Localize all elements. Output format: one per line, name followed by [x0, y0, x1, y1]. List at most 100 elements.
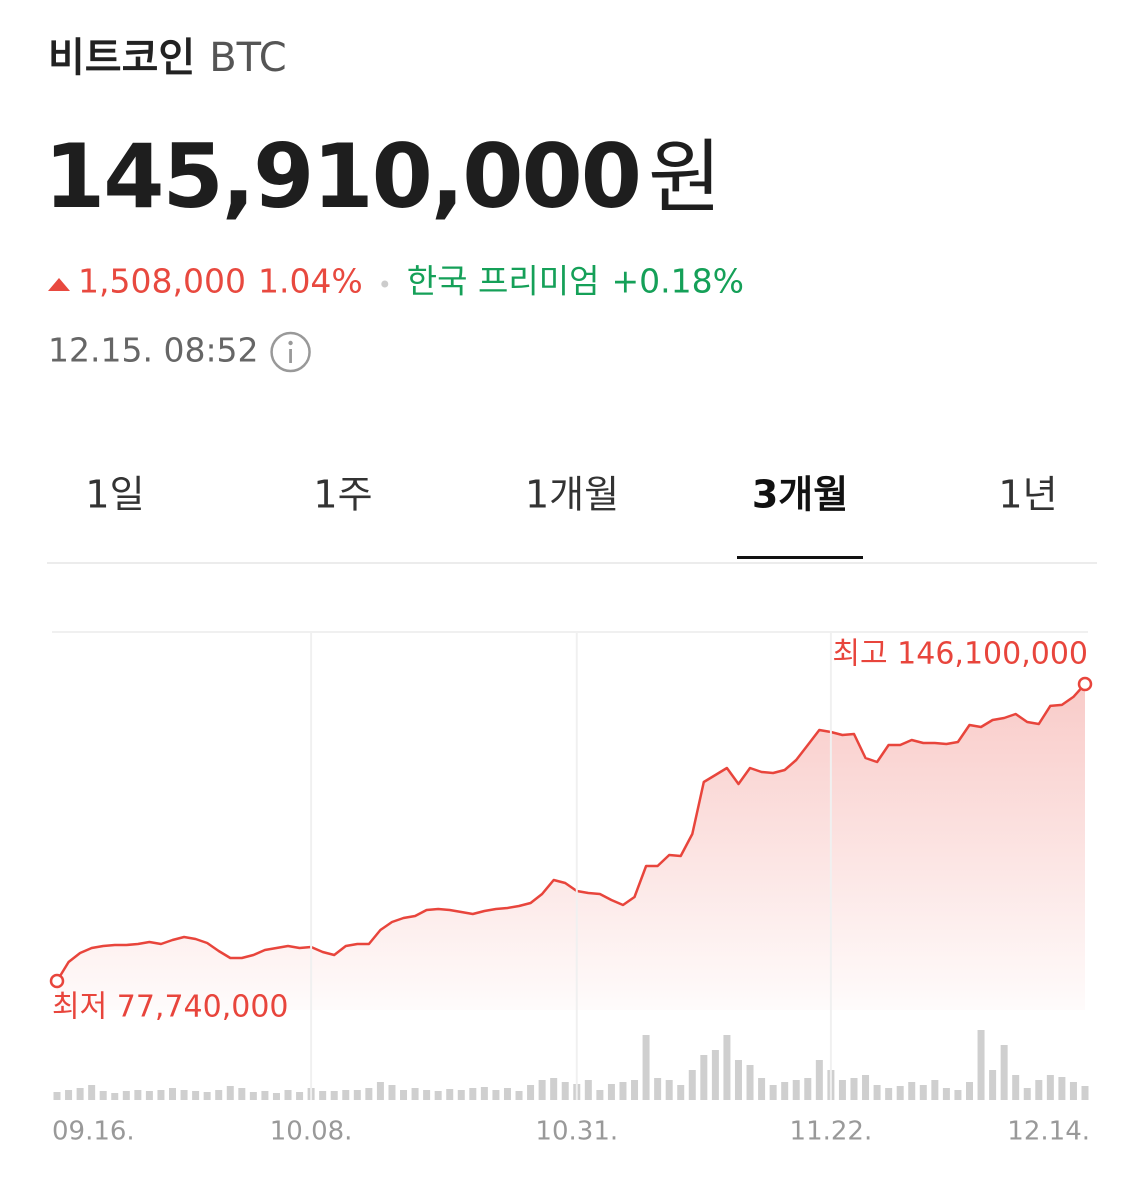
period-tab[interactable]: 1주	[313, 473, 372, 517]
volume-bar	[145, 1091, 153, 1100]
price-unit: 원	[648, 131, 722, 224]
chart: 최고 146,100,000 최저 77,740,000 09.16. 10.08. 1…	[49, 632, 1093, 1147]
volume-bar	[76, 1088, 84, 1100]
volume-bar	[965, 1082, 973, 1100]
volume-bar	[238, 1088, 246, 1100]
volume-bar	[330, 1091, 338, 1100]
volume-bar	[942, 1088, 950, 1100]
premium-label: 한국 프리미엄	[407, 262, 600, 301]
volume-bar	[642, 1035, 650, 1100]
volume-bar	[700, 1055, 708, 1100]
period-tab[interactable]: 1년	[998, 473, 1057, 517]
volume-bar	[65, 1090, 73, 1100]
low-annotation: 최저 77,740,000	[52, 990, 289, 1025]
price: 145,910,000	[44, 125, 640, 228]
volume-bar	[515, 1091, 523, 1100]
volume-bar	[342, 1090, 350, 1100]
volume-bar	[584, 1080, 592, 1100]
volume-bar	[249, 1092, 257, 1100]
volume-bar	[885, 1088, 893, 1100]
premium-value: +0.18%	[611, 262, 743, 301]
volume-bar	[1000, 1045, 1008, 1100]
timestamp: 12.15. 08:52	[48, 331, 259, 370]
up-arrow	[48, 278, 70, 291]
volume-bar	[1069, 1082, 1077, 1100]
volume-bar	[296, 1092, 304, 1100]
volume-bar	[480, 1087, 488, 1100]
volume-bar	[734, 1060, 742, 1100]
volume-bar	[792, 1080, 800, 1100]
volume-bar	[781, 1082, 789, 1100]
volume-bar	[423, 1090, 431, 1100]
volume-bar	[654, 1078, 662, 1100]
info-icon[interactable]	[270, 331, 311, 373]
volume-bar	[931, 1080, 939, 1100]
volume-bar	[180, 1090, 188, 1100]
volume-bar	[111, 1093, 119, 1100]
volume-bar	[88, 1085, 96, 1100]
volume-bar	[561, 1082, 569, 1100]
volume-bar	[388, 1085, 396, 1100]
volume-bar	[284, 1090, 292, 1100]
change-percent: 1.04%	[258, 262, 363, 301]
volume-bar	[157, 1090, 165, 1100]
volume-bar	[596, 1090, 604, 1100]
volume-bar	[1058, 1077, 1066, 1100]
x-tick-label: 09.16.	[52, 1117, 135, 1147]
high-marker	[1077, 676, 1093, 692]
x-tick-label: 10.31.	[535, 1117, 618, 1147]
volume-bar	[122, 1091, 130, 1100]
period-tab[interactable]: 3개월	[752, 473, 848, 517]
volume-bar	[215, 1090, 223, 1100]
period-tabs: 1일 1주 1개월 3개월 1년	[85, 473, 1058, 559]
period-tab[interactable]: 1일	[85, 473, 144, 517]
volume-bar	[492, 1090, 500, 1100]
volume-bar	[376, 1082, 384, 1100]
active-tab-underline	[737, 556, 863, 559]
volume-bar	[550, 1078, 558, 1100]
volume-bar	[862, 1075, 870, 1100]
volume-bar	[1012, 1075, 1020, 1100]
volume-bar	[457, 1090, 465, 1100]
volume-bar	[607, 1084, 615, 1100]
volume-bar	[977, 1030, 985, 1100]
x-tick-label: 11.22.	[790, 1117, 873, 1147]
volume-bar	[538, 1080, 546, 1100]
volume-bar	[503, 1088, 511, 1100]
volume-bar	[226, 1086, 234, 1100]
volume-bar	[1023, 1088, 1031, 1100]
volume-bar	[769, 1085, 777, 1100]
volume-bar	[989, 1070, 997, 1100]
coin-ticker: BTC	[209, 35, 286, 81]
volume-bar	[688, 1070, 696, 1100]
volume-bar	[365, 1088, 373, 1100]
volume-bar	[434, 1091, 442, 1100]
volume-bar	[411, 1088, 419, 1100]
volume-bar	[169, 1088, 177, 1100]
low-marker	[49, 973, 65, 989]
volume-bar	[954, 1090, 962, 1100]
volume-bar	[527, 1085, 535, 1100]
volume-bar	[99, 1091, 107, 1100]
volume-bar	[353, 1090, 361, 1100]
volume-bar	[134, 1090, 142, 1100]
price-area	[57, 684, 1085, 1010]
volume-bar	[400, 1090, 408, 1100]
volume-bar	[919, 1085, 927, 1100]
volume-bar	[272, 1093, 280, 1100]
volume-bar	[850, 1078, 858, 1100]
volume-bar	[873, 1085, 881, 1100]
volume-bar	[896, 1086, 904, 1100]
volume-bar	[908, 1082, 916, 1100]
high-annotation: 최고 146,100,000	[832, 637, 1088, 672]
volume-bar	[1081, 1086, 1089, 1100]
coin-name: 비트코인	[48, 35, 195, 81]
volume-bar	[815, 1060, 823, 1100]
period-tab[interactable]: 1개월	[525, 473, 619, 517]
volume-bar	[838, 1080, 846, 1100]
volume-bar	[746, 1065, 754, 1100]
volume-bar	[469, 1088, 477, 1100]
volume-bar	[631, 1080, 639, 1100]
volume-bar	[261, 1091, 269, 1100]
